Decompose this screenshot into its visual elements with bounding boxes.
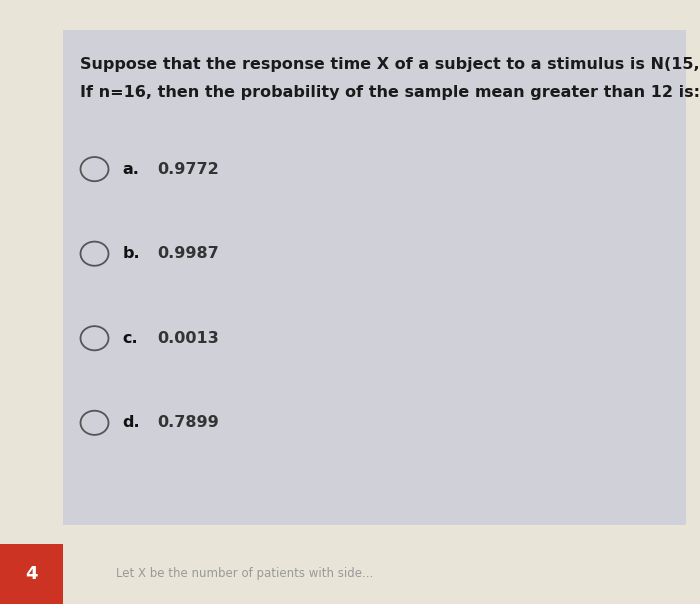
Text: d.: d. [122, 416, 140, 430]
Text: 4: 4 [25, 565, 38, 583]
Text: Let X be the number of patients with side...: Let X be the number of patients with sid… [116, 567, 374, 580]
Text: c.: c. [122, 331, 138, 345]
FancyBboxPatch shape [63, 30, 686, 525]
Text: 0.7899: 0.7899 [158, 416, 219, 430]
Text: Suppose that the response time X of a subject to a stimulus is N(15, 16).: Suppose that the response time X of a su… [80, 57, 700, 72]
Text: If n=16, then the probability of the sample mean greater than 12 is:: If n=16, then the probability of the sam… [80, 85, 700, 100]
Text: 0.9772: 0.9772 [158, 162, 219, 176]
FancyBboxPatch shape [0, 544, 63, 604]
Text: 0.0013: 0.0013 [158, 331, 219, 345]
Text: b.: b. [122, 246, 140, 261]
Text: 0.9987: 0.9987 [158, 246, 219, 261]
Text: a.: a. [122, 162, 139, 176]
